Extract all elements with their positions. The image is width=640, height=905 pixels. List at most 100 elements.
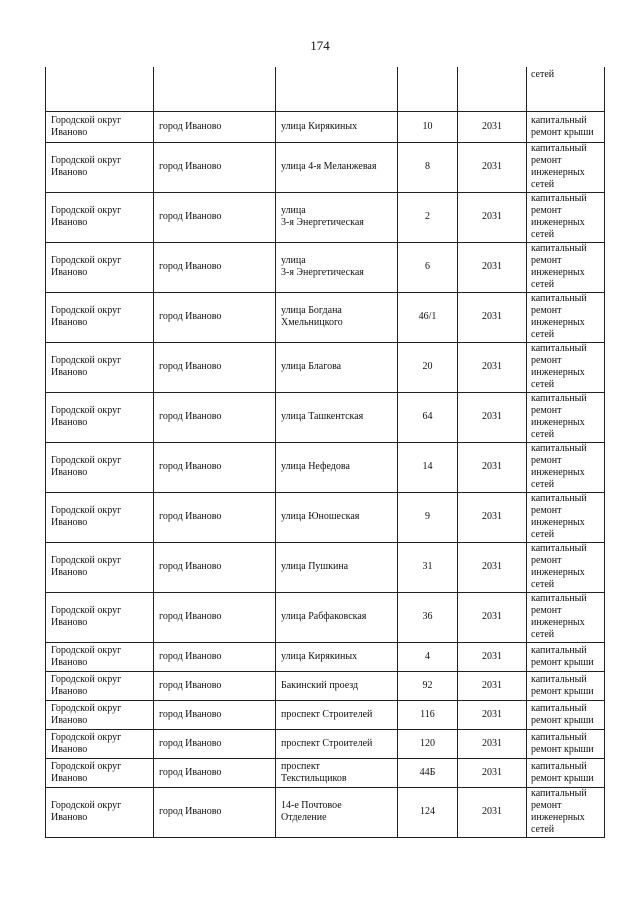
street-cell: улица Юношеская [275, 491, 398, 543]
city-cell: город Иваново [153, 491, 276, 543]
district-cell: Городской округ Иваново [45, 441, 154, 493]
district-cell: Городской округ Иваново [45, 699, 154, 730]
house-cell: 4 [397, 641, 458, 672]
work-cell: капитальный ремонт инженерных сетей [526, 241, 605, 293]
house-cell: 124 [397, 786, 458, 838]
housing-repair-table: сетей Городской округ Иваново город Ивано… [45, 67, 605, 838]
district-cell: Городской округ Иваново [45, 141, 154, 193]
street-cell: улица Кирякиных [275, 110, 398, 143]
year-cell: 2031 [457, 241, 527, 293]
work-cell: капитальный ремонт крыши [526, 641, 605, 672]
table-row: Городской округ Иваново город Иваново прос… [45, 757, 605, 788]
city-cell: город Иваново [153, 757, 276, 788]
district-cell: Городской округ Иваново [45, 291, 154, 343]
house-cell: 36 [397, 591, 458, 643]
work-cell: капитальный ремонт инженерных сетей [526, 541, 605, 593]
work-cell: капитальный ремонт инженерных сетей [526, 591, 605, 643]
year-cell: 2031 [457, 541, 527, 593]
street-cell: улица 3-я Энергетическая [275, 191, 398, 243]
work-cell: капитальный ремонт инженерных сетей [526, 491, 605, 543]
table-row: Городской округ Иваново город Иваново улиц… [45, 141, 605, 193]
table-row: Городской округ Иваново город Иваново улиц… [45, 341, 605, 393]
table-row: Городской округ Иваново город Иваново Баки… [45, 670, 605, 701]
year-cell: 2031 [457, 110, 527, 143]
table-row: Городской округ Иваново город Иваново улиц… [45, 241, 605, 293]
year-cell: 2031 [457, 341, 527, 393]
year-cell: 2031 [457, 670, 527, 701]
city-cell: город Иваново [153, 728, 276, 759]
street-cell: Бакинский проезд [275, 670, 398, 701]
house-cell: 120 [397, 728, 458, 759]
year-cell: 2031 [457, 191, 527, 243]
table-row: Городской округ Иваново город Иваново улиц… [45, 491, 605, 543]
year-cell: 2031 [457, 291, 527, 343]
district-cell: Городской округ Иваново [45, 391, 154, 443]
table-row: Городской округ Иваново город Иваново улиц… [45, 291, 605, 343]
table-row: Городской округ Иваново город Иваново улиц… [45, 591, 605, 643]
table-row: Городской округ Иваново город Иваново улиц… [45, 191, 605, 243]
work-cell: капитальный ремонт крыши [526, 699, 605, 730]
street-cell: 14-е Почтовое Отделение [275, 786, 398, 838]
street-cell: улица Богдана Хмельницкого [275, 291, 398, 343]
work-cell: капитальный ремонт крыши [526, 757, 605, 788]
city-cell: город Иваново [153, 670, 276, 701]
district-cell: Городской округ Иваново [45, 786, 154, 838]
house-cell: 2 [397, 191, 458, 243]
city-cell: город Иваново [153, 786, 276, 838]
house-cell: 6 [397, 241, 458, 293]
street-cell: улица Благова [275, 341, 398, 393]
street-cell: улица Нефедова [275, 441, 398, 493]
street-cell: проспект Строителей [275, 699, 398, 730]
house-cell: 9 [397, 491, 458, 543]
table-row: Городской округ Иваново город Иваново прос… [45, 728, 605, 759]
work-cell: капитальный ремонт инженерных сетей [526, 191, 605, 243]
work-cell: капитальный ремонт инженерных сетей [526, 786, 605, 838]
district-cell: Городской округ Иваново [45, 191, 154, 243]
table-row: Городской округ Иваново город Иваново прос… [45, 699, 605, 730]
district-cell: Городской округ Иваново [45, 591, 154, 643]
street-cell: улица 3-я Энергетическая [275, 241, 398, 293]
city-cell: город Иваново [153, 441, 276, 493]
work-cell: капитальный ремонт крыши [526, 110, 605, 143]
house-cell: 31 [397, 541, 458, 593]
street-cell: проспект Строителей [275, 728, 398, 759]
city-cell: город Иваново [153, 141, 276, 193]
work-cell: капитальный ремонт инженерных сетей [526, 141, 605, 193]
district-cell: Городской округ Иваново [45, 341, 154, 393]
district-cell: Городской округ Иваново [45, 541, 154, 593]
district-cell: Городской округ Иваново [45, 728, 154, 759]
city-cell: город Иваново [153, 591, 276, 643]
city-cell: город Иваново [153, 291, 276, 343]
work-cell: капитальный ремонт инженерных сетей [526, 341, 605, 393]
house-cell: 116 [397, 699, 458, 730]
city-cell: город Иваново [153, 699, 276, 730]
street-cell: улица Ташкентская [275, 391, 398, 443]
city-cell: город Иваново [153, 341, 276, 393]
year-cell: 2031 [457, 491, 527, 543]
table-row: Городской округ Иваново город Иваново 14-е… [45, 786, 605, 838]
table-row: Городской округ Иваново город Иваново улиц… [45, 391, 605, 443]
house-cell: 64 [397, 391, 458, 443]
year-cell: 2031 [457, 641, 527, 672]
house-cell: 46/1 [397, 291, 458, 343]
work-cell: капитальный ремонт инженерных сетей [526, 391, 605, 443]
table-row-continued: сетей [45, 67, 605, 112]
city-cell: город Иваново [153, 391, 276, 443]
house-cell: 8 [397, 141, 458, 193]
work-cell: капитальный ремонт крыши [526, 670, 605, 701]
work-cell: сетей [526, 67, 605, 112]
table-row: Городской округ Иваново город Иваново улиц… [45, 641, 605, 672]
year-cell: 2031 [457, 591, 527, 643]
house-cell: 92 [397, 670, 458, 701]
district-cell: Городской округ Иваново [45, 241, 154, 293]
house-cell: 14 [397, 441, 458, 493]
year-cell: 2031 [457, 391, 527, 443]
work-cell: капитальный ремонт инженерных сетей [526, 441, 605, 493]
city-cell: город Иваново [153, 110, 276, 143]
year-cell: 2031 [457, 699, 527, 730]
work-cell: капитальный ремонт инженерных сетей [526, 291, 605, 343]
house-cell: 10 [397, 110, 458, 143]
city-cell: город Иваново [153, 191, 276, 243]
table-row: Городской округ Иваново город Иваново улиц… [45, 441, 605, 493]
year-cell: 2031 [457, 757, 527, 788]
